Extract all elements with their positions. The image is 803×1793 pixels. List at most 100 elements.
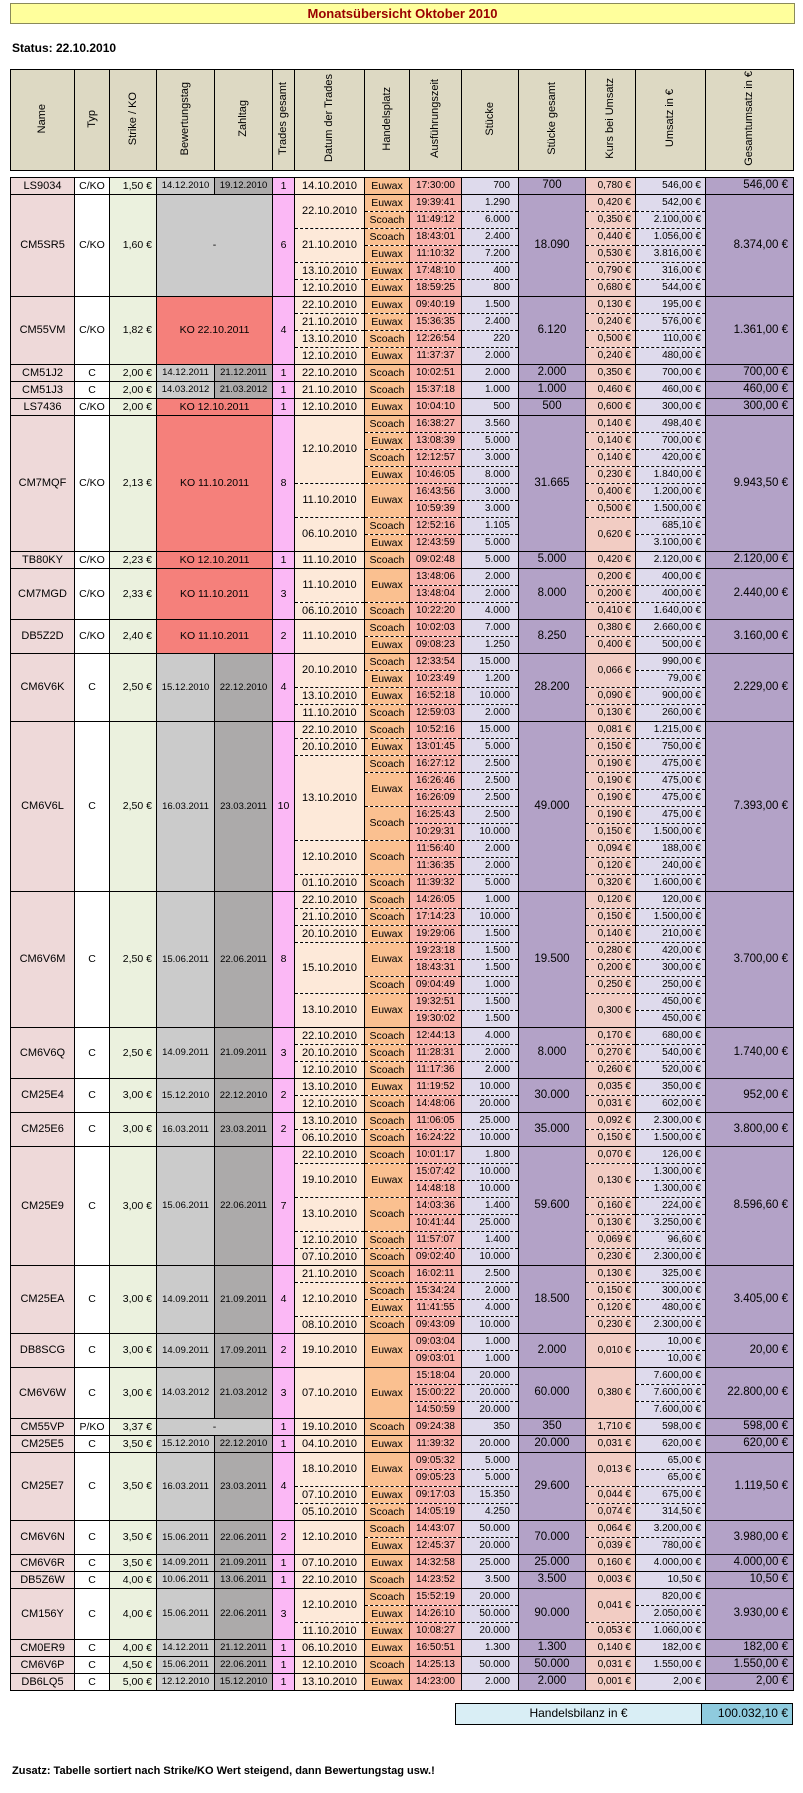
cell-handelsplatz: Euwax	[364, 279, 410, 297]
cell-ausfuehrungszeit: 11:41:55	[409, 1299, 462, 1317]
cell-zahltag: 22.06.2011	[214, 1146, 273, 1266]
cell-trades-gesamt: 3	[272, 1588, 295, 1640]
cell-gesamtumsatz: 1.740,00 €	[705, 1027, 794, 1079]
cell-strike: 4,00 €	[109, 1571, 157, 1589]
cell-kurs: 0,001 €	[585, 1673, 636, 1691]
cell-name: CM25E7	[10, 1452, 75, 1521]
cell-kurs: 0,190 €	[585, 789, 636, 807]
cell-kurs: 0,780 €	[585, 177, 636, 195]
cell-stuecke-gesamt: 30.000	[518, 1078, 586, 1113]
table-row: Euwax 10:46:05 8.000 0,230 €1.840,00 €	[11, 466, 794, 484]
cell-handelsplatz: Euwax	[364, 483, 410, 518]
cell-handelsplatz: Scoach	[364, 840, 410, 875]
table-row: DB5Z6W C 4,00 €10.06.2011 13.06.2011 1 22.10.…	[10, 1571, 794, 1589]
cell-datum: 12.10.2010	[294, 398, 365, 416]
cell-umsatz: 316,00 €	[635, 262, 706, 280]
table-row: CM6V6P C 4,50 €15.06.2011 22.06.2011 1 12.10.…	[10, 1656, 794, 1674]
cell-handelsplatz: Scoach	[364, 908, 410, 926]
column-header-label: Trades gesamt	[277, 82, 289, 155]
table-row: 13.10.2010 Euwax 17:48:10 400 0,790 €316,00 …	[11, 262, 794, 280]
table-row: 14:50:59 20.000 7.600,00 €	[11, 1401, 794, 1419]
cell-strike: 2,33 €	[109, 568, 157, 620]
cell-datum: 22.10.2010	[294, 891, 365, 909]
cell-datum: 01.10.2010	[294, 874, 365, 892]
cell-ausfuehrungszeit: 09:03:04	[409, 1333, 462, 1351]
cell-stuecke-gesamt: 18.500	[518, 1265, 586, 1334]
cell-ausfuehrungszeit: 09:24:38	[409, 1418, 462, 1436]
cell-stuecke-gesamt: 50.000	[518, 1656, 586, 1674]
cell-datum: 22.10.2010	[294, 1027, 365, 1045]
cell-gesamtumsatz: 22.800,00 €	[705, 1367, 794, 1419]
cell-stuecke: 5.000	[461, 1469, 519, 1487]
cell-ausfuehrungszeit: 12:44:13	[409, 1027, 462, 1045]
cell-gesamtumsatz: 3.700,00 €	[705, 891, 794, 1028]
table-row: Euwax 14:26:10 50.000 2.050,00 €	[11, 1605, 794, 1623]
cell-ausfuehrungszeit: 18:59:25	[409, 279, 462, 297]
cell-umsatz: 10,00 €	[635, 1350, 706, 1368]
cell-gesamtumsatz: 300,00 €	[705, 398, 794, 416]
cell-name: CM6V6K	[10, 653, 75, 722]
cell-stuecke: 10.000	[461, 908, 519, 926]
cell-stuecke: 4.000	[461, 1027, 519, 1045]
cell-name: CM6V6L	[10, 721, 75, 892]
cell-datum: 21.10.2010	[294, 1265, 365, 1283]
cell-gesamtumsatz: 460,00 €	[705, 381, 794, 399]
cell-umsatz: 1.600,00 €	[635, 874, 706, 892]
cell-trades-gesamt: 7	[272, 1146, 295, 1266]
table-row: DB5Z2D C/KO 2,40 € KO 11.10.2011 2 11.10.2010…	[10, 619, 794, 654]
cell-stuecke-gesamt: 500	[518, 398, 586, 416]
cell-typ: C	[74, 1554, 110, 1572]
cell-stuecke-gesamt: 6.120	[518, 296, 586, 365]
cell-umsatz: 210,00 €	[635, 925, 706, 943]
table-row: 13.10.2010 Euwax 16:52:18 10.000 0,090 €900,…	[11, 687, 794, 705]
cell-stuecke-gesamt: 31.665	[518, 415, 586, 552]
cell-handelsplatz: Scoach	[364, 891, 410, 909]
cell-strike: 3,00 €	[109, 1265, 157, 1334]
cell-umsatz: 2.300,00 €	[635, 1112, 706, 1130]
table-row: 13.10.2010 Scoach 14:03:36 1.400 0,160 €224,…	[11, 1197, 794, 1232]
cell-umsatz: 182,00 €	[635, 1639, 706, 1657]
cell-gesamtumsatz: 8.596,60 €	[705, 1146, 794, 1266]
cell-bewertungstag: 15.06.2011	[156, 1588, 215, 1640]
cell-handelsplatz: Scoach	[364, 1248, 410, 1266]
cell-gesamtumsatz: 700,00 €	[705, 364, 794, 382]
cell-kurs: 0,240 €	[585, 313, 636, 331]
table-row: 08.10.2010 Scoach 09:43:09 10.000 0,230 €2.3…	[11, 1316, 794, 1334]
cell-strike: 3,50 €	[109, 1554, 157, 1572]
cell-kurs: 0,120 €	[585, 1299, 636, 1317]
cell-bewertungstag: 16.03.2011	[156, 1112, 215, 1147]
cell-name: CM25E5	[10, 1435, 75, 1453]
cell-kurs: 0,150 €	[585, 738, 636, 756]
cell-stuecke: 50.000	[461, 1605, 519, 1623]
cell-handelsplatz: Scoach	[364, 619, 410, 637]
cell-datum: 11.10.2010	[294, 483, 365, 518]
cell-umsatz: 544,00 €	[635, 279, 706, 297]
balance-label: Handelsbilanz in €	[456, 1704, 702, 1724]
cell-bewertungstag: 16.03.2011	[156, 721, 215, 892]
cell-zahltag: 21.03.2012	[214, 381, 273, 399]
cell-ausfuehrungszeit: 16:50:51	[409, 1639, 462, 1657]
cell-stuecke: 4.000	[461, 1299, 519, 1317]
cell-bewertungstag: 14.03.2012	[156, 381, 215, 399]
cell-datum: 12.10.2010	[294, 1231, 365, 1249]
table-row: LS7436 C/KO 2,00 € KO 12.10.2011 1 12.10.2010…	[10, 398, 794, 416]
cell-stuecke: 2.400	[461, 228, 519, 246]
cell-datum: 08.10.2010	[294, 1316, 365, 1334]
table-row: 14:48:18 10.000 1.300,00 €	[11, 1180, 794, 1198]
cell-gesamtumsatz: 7.393,00 €	[705, 721, 794, 892]
cell-ausfuehrungszeit: 10:59:39	[409, 500, 462, 518]
cell-no-dates: -	[156, 194, 273, 297]
cell-strike: 2,50 €	[109, 721, 157, 892]
cell-ausfuehrungszeit: 11:56:40	[409, 840, 462, 858]
cell-kurs: 0,270 €	[585, 1044, 636, 1062]
cell-stuecke: 3.000	[461, 500, 519, 518]
cell-stuecke: 1.105	[461, 517, 519, 535]
cell-trades-gesamt: 1	[272, 381, 295, 399]
cell-zahltag: 23.03.2011	[214, 721, 273, 892]
cell-stuecke: 20.000	[461, 1367, 519, 1385]
cell-name: CM7MGD	[10, 568, 75, 620]
cell-ausfuehrungszeit: 12:12:57	[409, 449, 462, 467]
table-row: CM25E4 C 3,00 €15.12.2010 22.12.2010 2 13.10.…	[10, 1078, 794, 1113]
cell-trades-gesamt: 1	[272, 1554, 295, 1572]
